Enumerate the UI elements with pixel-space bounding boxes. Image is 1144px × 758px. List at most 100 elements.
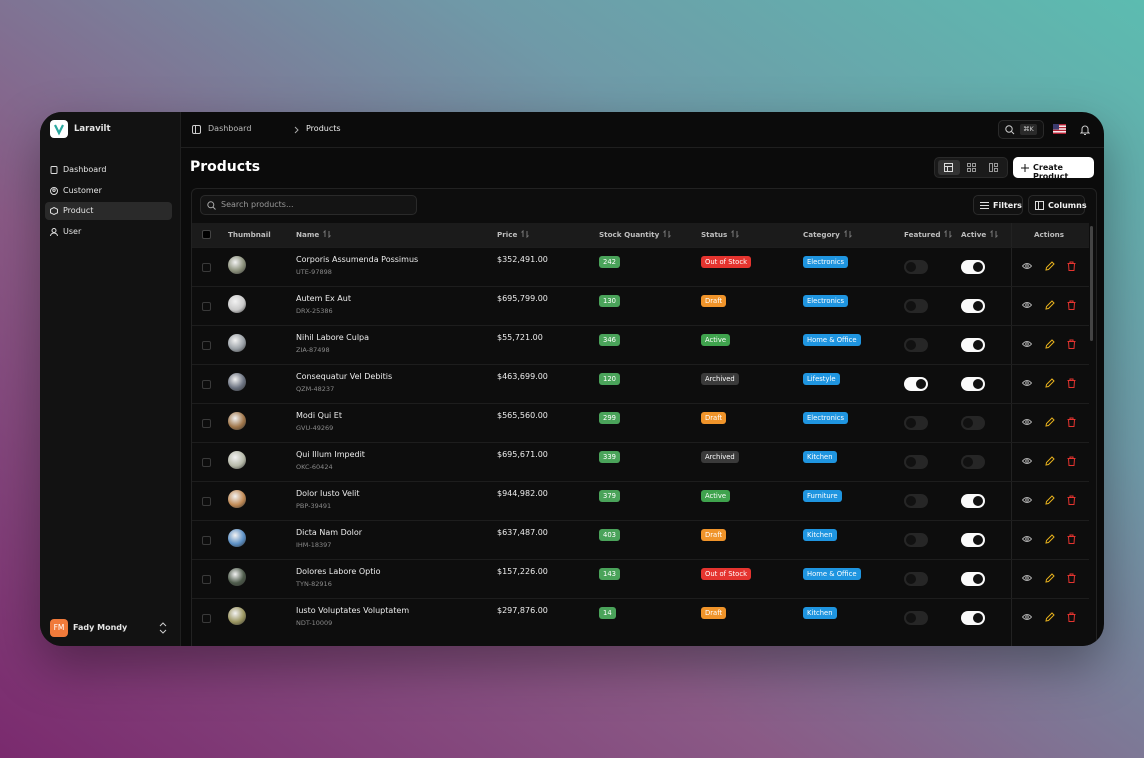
- edit-action[interactable]: [1045, 339, 1055, 349]
- search-input[interactable]: Search products...: [200, 195, 417, 215]
- delete-action[interactable]: [1067, 573, 1076, 583]
- columns-button[interactable]: Columns: [1028, 195, 1087, 215]
- column-header[interactable]: Status: [701, 223, 740, 247]
- featured-toggle[interactable]: [904, 533, 928, 547]
- column-label[interactable]: Active: [961, 230, 987, 239]
- featured-toggle[interactable]: [904, 338, 928, 352]
- active-toggle[interactable]: [961, 455, 985, 469]
- delete-action[interactable]: [1067, 417, 1076, 427]
- view-table[interactable]: [938, 160, 960, 175]
- view-action[interactable]: [1022, 379, 1032, 387]
- edit-action[interactable]: [1045, 573, 1055, 583]
- sidebar-toggle[interactable]: [192, 125, 201, 134]
- avatar[interactable]: FM: [50, 619, 68, 637]
- edit-action[interactable]: [1045, 300, 1055, 310]
- view-action[interactable]: [1022, 457, 1032, 465]
- view-action[interactable]: [1022, 418, 1032, 426]
- row-checkbox[interactable]: [202, 575, 211, 584]
- select-all[interactable]: [202, 230, 211, 239]
- delete-action[interactable]: [1067, 495, 1076, 505]
- filters-button[interactable]: Filters: [973, 195, 1023, 215]
- row-checkbox[interactable]: [202, 380, 211, 389]
- column-header[interactable]: Active: [961, 223, 999, 247]
- view-action[interactable]: [1022, 613, 1032, 621]
- sort-icon[interactable]: [663, 229, 672, 239]
- active-toggle[interactable]: [961, 533, 985, 547]
- delete-action[interactable]: [1067, 456, 1076, 466]
- chevrons[interactable]: [159, 622, 167, 634]
- view-grid[interactable]: [967, 163, 976, 172]
- row-checkbox[interactable]: [202, 614, 211, 623]
- edit-action[interactable]: [1045, 534, 1055, 544]
- view-action[interactable]: [1022, 340, 1032, 348]
- column-label[interactable]: Status: [701, 230, 728, 239]
- edit-action[interactable]: [1045, 495, 1055, 505]
- notifications[interactable]: [1080, 124, 1090, 135]
- active-toggle[interactable]: [961, 494, 985, 508]
- delete-action[interactable]: [1067, 339, 1076, 349]
- edit-action[interactable]: [1045, 417, 1055, 427]
- view-action[interactable]: [1022, 574, 1032, 582]
- sort-icon[interactable]: [944, 229, 953, 239]
- delete-action[interactable]: [1067, 261, 1076, 271]
- breadcrumb-link[interactable]: Dashboard: [208, 124, 252, 133]
- column-header[interactable]: Featured: [904, 223, 953, 247]
- column-header[interactable]: Category: [803, 223, 852, 247]
- column-label[interactable]: Category: [803, 230, 840, 239]
- column-label[interactable]: Featured: [904, 230, 941, 239]
- active-toggle[interactable]: [961, 338, 985, 352]
- column-label[interactable]: Stock Quantity: [599, 230, 660, 239]
- delete-action[interactable]: [1067, 300, 1076, 310]
- row-checkbox[interactable]: [202, 497, 211, 506]
- flag[interactable]: [1053, 124, 1066, 134]
- edit-action[interactable]: [1045, 612, 1055, 622]
- row-checkbox[interactable]: [202, 263, 211, 272]
- column-header[interactable]: Price: [497, 223, 530, 247]
- featured-toggle[interactable]: [904, 611, 928, 625]
- view-action[interactable]: [1022, 301, 1032, 309]
- view-action[interactable]: [1022, 535, 1032, 543]
- search-button[interactable]: ⌘K: [998, 120, 1044, 139]
- row-checkbox[interactable]: [202, 419, 211, 428]
- nav-item[interactable]: Customer: [45, 182, 172, 200]
- nav-label[interactable]: User: [63, 226, 82, 236]
- edit-action[interactable]: [1045, 456, 1055, 466]
- view-action[interactable]: [1022, 496, 1032, 504]
- featured-toggle[interactable]: [904, 494, 928, 508]
- view-action[interactable]: [1022, 262, 1032, 270]
- active-toggle[interactable]: [961, 611, 985, 625]
- active-toggle[interactable]: [961, 416, 985, 430]
- featured-toggle[interactable]: [904, 299, 928, 313]
- row-checkbox[interactable]: [202, 458, 211, 467]
- column-label[interactable]: Name: [296, 230, 320, 239]
- sort-icon[interactable]: [843, 229, 852, 239]
- delete-action[interactable]: [1067, 378, 1076, 388]
- featured-toggle[interactable]: [904, 260, 928, 274]
- row-checkbox[interactable]: [202, 302, 211, 311]
- active-toggle[interactable]: [961, 260, 985, 274]
- row-checkbox[interactable]: [202, 536, 211, 545]
- nav-item[interactable]: User: [45, 223, 172, 241]
- sort-icon[interactable]: [731, 229, 740, 239]
- column-header[interactable]: Name: [296, 223, 332, 247]
- featured-toggle[interactable]: [904, 377, 928, 391]
- create-button[interactable]: Create Product: [1013, 157, 1094, 181]
- column-label[interactable]: Price: [497, 230, 518, 239]
- featured-toggle[interactable]: [904, 416, 928, 430]
- active-toggle[interactable]: [961, 572, 985, 586]
- sort-icon[interactable]: [323, 229, 332, 239]
- nav-label[interactable]: Product: [63, 206, 94, 215]
- nav-label[interactable]: Dashboard: [63, 165, 107, 174]
- user-name[interactable]: Fady Mondy: [73, 623, 128, 632]
- delete-action[interactable]: [1067, 612, 1076, 622]
- delete-action[interactable]: [1067, 534, 1076, 544]
- row-checkbox[interactable]: [202, 341, 211, 350]
- nav-item[interactable]: Product: [45, 202, 172, 220]
- edit-action[interactable]: [1045, 261, 1055, 271]
- nav-item[interactable]: Dashboard: [45, 161, 172, 179]
- featured-toggle[interactable]: [904, 455, 928, 469]
- sort-icon[interactable]: [990, 229, 999, 239]
- featured-toggle[interactable]: [904, 572, 928, 586]
- edit-action[interactable]: [1045, 378, 1055, 388]
- sort-icon[interactable]: [521, 229, 530, 239]
